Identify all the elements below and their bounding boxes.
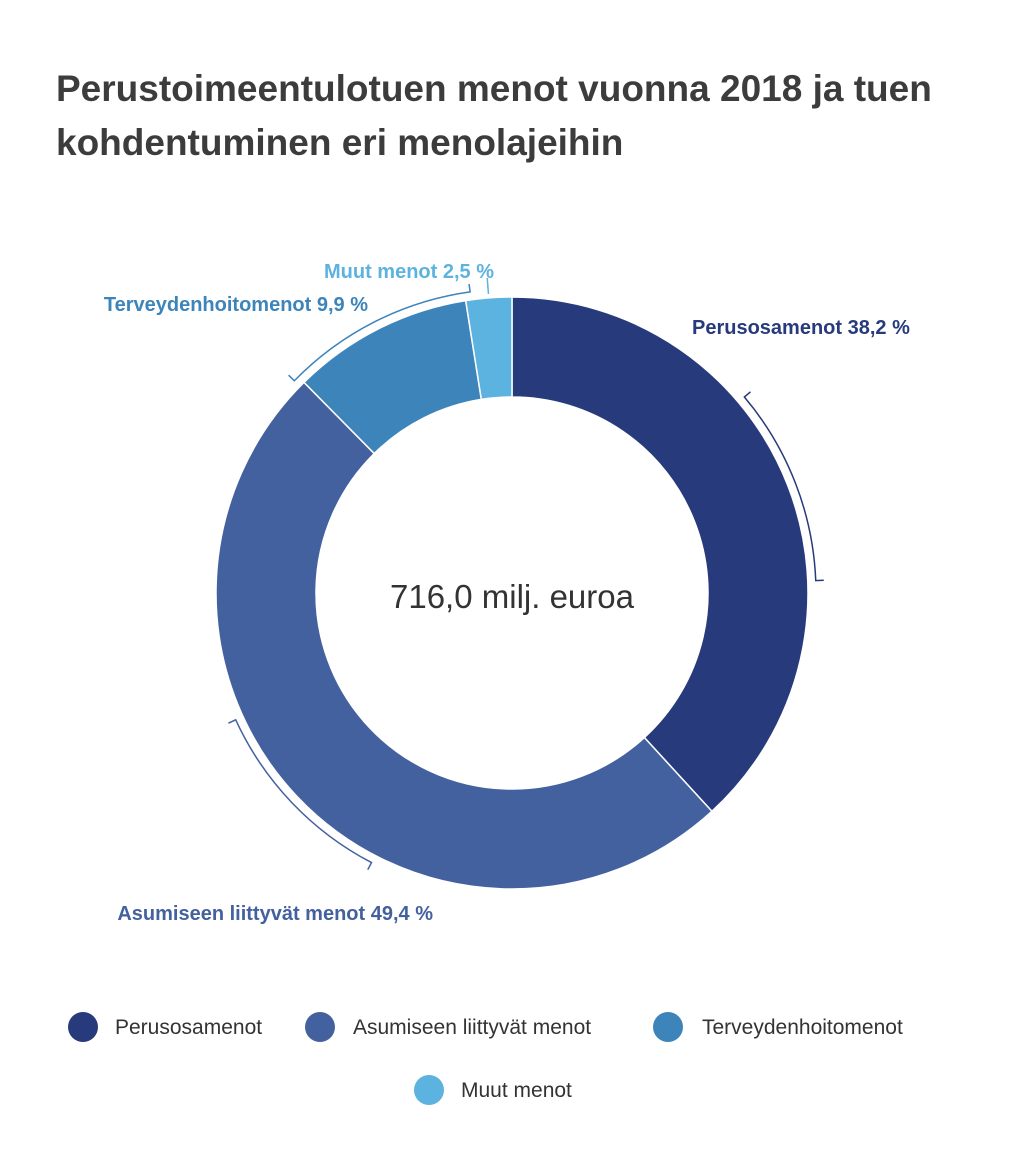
leader-line-asumiseen-liittyvat-menot <box>228 718 373 871</box>
slice-asumiseen-liittyvat-menot <box>215 381 713 890</box>
leader-line-terveydenhoitomenot <box>288 283 471 382</box>
legend-marker-perusosamenot <box>68 1012 98 1042</box>
chart-title: Perustoimeentulotuen menot vuonna 2018 j… <box>56 68 932 163</box>
chart-slices <box>215 296 809 890</box>
data-label-asumiseen-liittyvat-menot: Asumiseen liittyvät menot 49,4 % <box>117 903 433 925</box>
legend-label-perusosamenot: Perusosamenot <box>115 1016 262 1039</box>
legend-label-terveydenhoitomenot: Terveydenhoitomenot <box>702 1016 903 1039</box>
data-label-perusosamenot: Perusosamenot 38,2 % <box>692 317 910 339</box>
legend-marker-asumiseen-liittyvat-menot <box>305 1012 335 1042</box>
center-total-label: 716,0 milj. euroa <box>390 578 635 615</box>
chart-data-labels: Perusosamenot 38,2 % Asumiseen liittyvät … <box>104 261 910 925</box>
label-leader-lines <box>228 277 824 871</box>
chart-legend: Perusosamenot Asumiseen liittyvät menot Te… <box>68 1012 903 1105</box>
leader-line-muut-menot <box>486 277 490 294</box>
legend-item-asumiseen-liittyvat-menot: Asumiseen liittyvät menot <box>305 1012 591 1042</box>
legend-marker-muut-menot <box>414 1075 444 1105</box>
data-label-muut-menot: Muut menot 2,5 % <box>324 261 494 283</box>
legend-label-muut-menot: Muut menot <box>461 1079 572 1102</box>
legend-marker-terveydenhoitomenot <box>653 1012 683 1042</box>
slice-muut-menot <box>464 296 513 401</box>
legend-item-muut-menot: Muut menot <box>414 1075 572 1105</box>
legend-label-asumiseen-liittyvat-menot: Asumiseen liittyvät menot <box>353 1016 591 1039</box>
data-label-terveydenhoitomenot: Terveydenhoitomenot 9,9 % <box>104 294 368 316</box>
leader-line-perusosamenot <box>743 391 824 582</box>
legend-item-terveydenhoitomenot: Terveydenhoitomenot <box>653 1012 903 1042</box>
legend-item-perusosamenot: Perusosamenot <box>68 1012 262 1042</box>
slice-perusosamenot <box>511 296 809 813</box>
